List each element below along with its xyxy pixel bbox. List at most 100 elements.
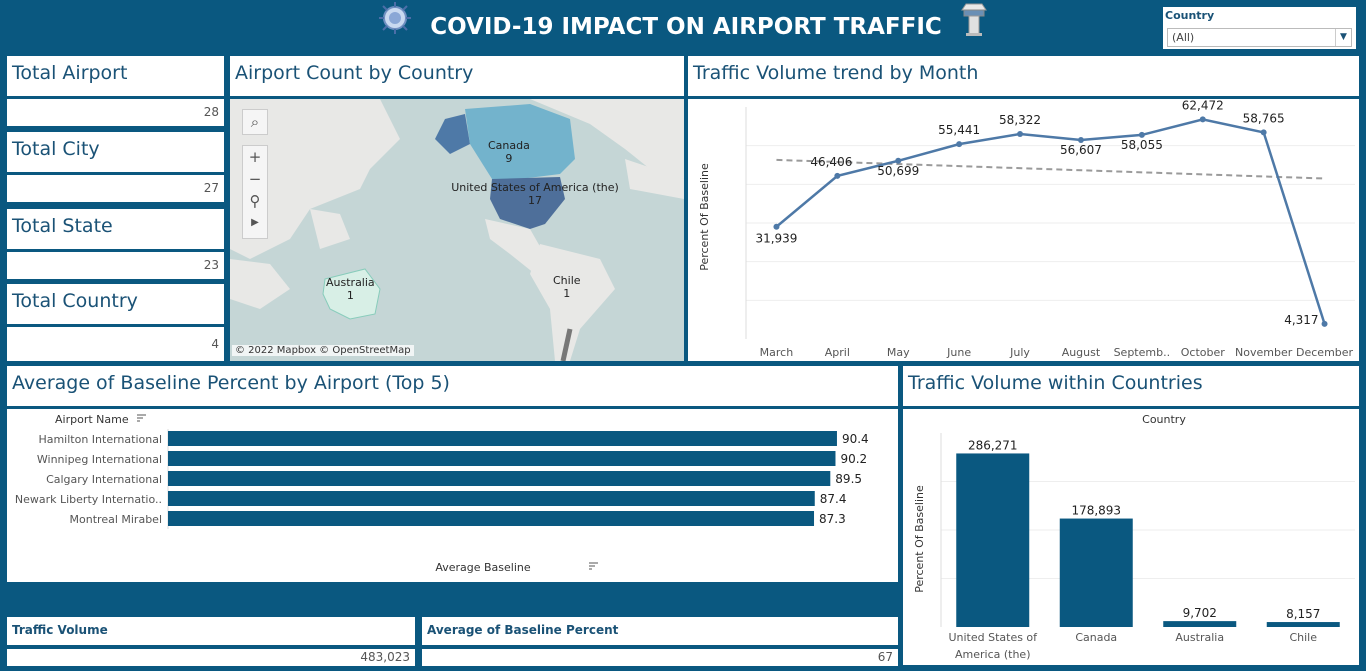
top5-bar xyxy=(168,451,836,466)
top5-chart-panel: Airport Name Average Baseline Hamilton I… xyxy=(7,409,898,582)
trend-point xyxy=(773,223,780,230)
trend-data-label: 46,406 xyxy=(810,155,852,169)
map-land-south-america xyxy=(530,244,615,361)
map-label-australia: Australia 1 xyxy=(326,276,375,302)
top5-bar xyxy=(168,511,815,526)
trend-data-label: 50,699 xyxy=(877,164,919,178)
kpi-total-airport-title: Total Airport xyxy=(7,56,224,96)
top5-title: Average of Baseline Percent by Airport (… xyxy=(7,366,898,406)
map-country-usa xyxy=(490,177,565,229)
countries-x-tick: United States of xyxy=(948,631,1038,644)
trend-series-line xyxy=(775,118,1326,325)
countries-title: Traffic Volume within Countries xyxy=(903,366,1359,406)
summary-baseline-value: 67 xyxy=(422,649,898,666)
map-country-alaska xyxy=(435,114,470,154)
top5-data-label: 90.4 xyxy=(842,432,869,446)
top5-chart: Airport Name Average Baseline Hamilton I… xyxy=(15,413,869,574)
map-attribution: © 2022 Mapbox © OpenStreetMap xyxy=(232,345,414,356)
countries-bar xyxy=(956,453,1030,627)
map-label-chile: Chile 1 xyxy=(553,274,581,300)
top5-x-axis-label: Average Baseline xyxy=(435,561,531,574)
top5-bar xyxy=(168,491,815,506)
dashboard-header: COVID-19 IMPACT ON AIRPORT TRAFFIC xyxy=(0,0,1366,50)
trend-point xyxy=(1199,116,1206,123)
countries-bar xyxy=(1163,621,1237,627)
countries-chart-panel: Country Percent Of Baseline 286,271 Unite… xyxy=(903,409,1359,665)
top5-category-label: Calgary International xyxy=(46,473,162,486)
trend-point xyxy=(1138,131,1145,138)
trend-x-tick: July xyxy=(1009,346,1030,359)
trend-point xyxy=(1017,130,1024,137)
country-filter-label: Country xyxy=(1165,9,1215,22)
map-land-greenland xyxy=(530,99,684,179)
trend-x-tick: August xyxy=(1062,346,1101,359)
virus-icon xyxy=(378,1,412,52)
top5-category-label: Hamilton International xyxy=(38,433,162,446)
trend-point xyxy=(1260,129,1267,136)
countries-x-tick: Australia xyxy=(1175,631,1224,644)
trend-data-label: 55,441 xyxy=(938,123,980,137)
countries-y-axis-label: Percent Of Baseline xyxy=(913,485,926,593)
top5-data-label: 87.3 xyxy=(819,512,846,526)
top5-data-label: 87.4 xyxy=(820,492,847,506)
trend-x-tick: December xyxy=(1296,346,1354,359)
country-filter-value: (All) xyxy=(1172,31,1195,44)
countries-data-label: 178,893 xyxy=(1071,504,1121,518)
countries-chart: Country Percent Of Baseline 286,271 Unite… xyxy=(913,413,1355,661)
top5-category-label: Newark Liberty Internatio.. xyxy=(15,493,162,506)
search-icon[interactable]: ⌕ xyxy=(242,109,268,135)
trend-data-label: 58,055 xyxy=(1121,138,1163,152)
trend-point xyxy=(956,141,963,148)
top5-category-label: Montreal Mirabel xyxy=(70,513,162,526)
trend-x-tick: May xyxy=(887,346,910,359)
top5-category-label: Winnipeg International xyxy=(37,453,162,466)
trend-x-tick: October xyxy=(1181,346,1225,359)
trend-x-tick: Septemb.. xyxy=(1114,346,1171,359)
trend-point xyxy=(1321,320,1328,327)
trend-chart-panel: Percent Of Baseline 31,939 March 46,406 Apr… xyxy=(688,98,1359,361)
sort-icon xyxy=(137,414,146,422)
zoom-out-icon[interactable]: − xyxy=(248,170,262,188)
trend-x-tick: March xyxy=(760,346,794,359)
trend-x-tick: April xyxy=(825,346,850,359)
trend-trendline xyxy=(776,158,1325,180)
trend-data-label: 56,607 xyxy=(1060,143,1102,157)
trend-data-label: 58,322 xyxy=(999,113,1041,127)
trend-x-tick: November xyxy=(1235,346,1293,359)
trend-y-axis-label: Percent Of Baseline xyxy=(698,163,711,271)
countries-bar xyxy=(1059,518,1133,627)
countries-bar xyxy=(1266,622,1340,627)
trend-point xyxy=(1077,137,1084,144)
trend-point xyxy=(834,172,841,179)
trend-data-label: 31,939 xyxy=(755,232,797,246)
map-land-seasia xyxy=(230,259,290,309)
map-country-australia xyxy=(322,268,381,320)
country-filter-select[interactable]: (All) ▼ xyxy=(1167,28,1352,47)
trend-data-label: 58,765 xyxy=(1243,111,1285,125)
play-icon[interactable]: ▶ xyxy=(251,217,259,228)
top5-data-label: 89.5 xyxy=(835,472,862,486)
map-country-canada xyxy=(465,104,575,179)
summary-traffic-volume-value: 483,023 xyxy=(7,649,415,666)
top5-data-label: 90.2 xyxy=(840,452,867,466)
trend-data-label: 4,317 xyxy=(1284,313,1318,327)
countries-x-tick: Canada xyxy=(1075,631,1117,644)
countries-data-label: 286,271 xyxy=(968,438,1018,452)
trend-x-tick: June xyxy=(946,346,971,359)
trend-chart: Percent Of Baseline 31,939 March 46,406 Apr… xyxy=(698,98,1355,359)
top5-bar xyxy=(168,431,837,446)
map-land-japan xyxy=(310,209,350,249)
kpi-total-city-value: 27 xyxy=(7,175,224,202)
airport-map[interactable]: ⌕ + − ⚲ ▶ Canada 9 United States of Ameri… xyxy=(230,99,684,361)
trend-point xyxy=(895,157,902,164)
trend-title: Traffic Volume trend by Month xyxy=(688,56,1359,96)
top5-header: Airport Name xyxy=(55,413,129,426)
map-title: Airport Count by Country xyxy=(230,56,684,96)
pin-icon[interactable]: ⚲ xyxy=(249,192,261,210)
map-label-usa: United States of America (the) 17 xyxy=(451,181,619,207)
chevron-down-icon[interactable]: ▼ xyxy=(1335,29,1351,46)
countries-data-label: 9,702 xyxy=(1183,606,1217,620)
sort-icon xyxy=(589,562,598,570)
map-land-asia xyxy=(230,99,400,259)
zoom-in-icon[interactable]: + xyxy=(248,148,262,166)
